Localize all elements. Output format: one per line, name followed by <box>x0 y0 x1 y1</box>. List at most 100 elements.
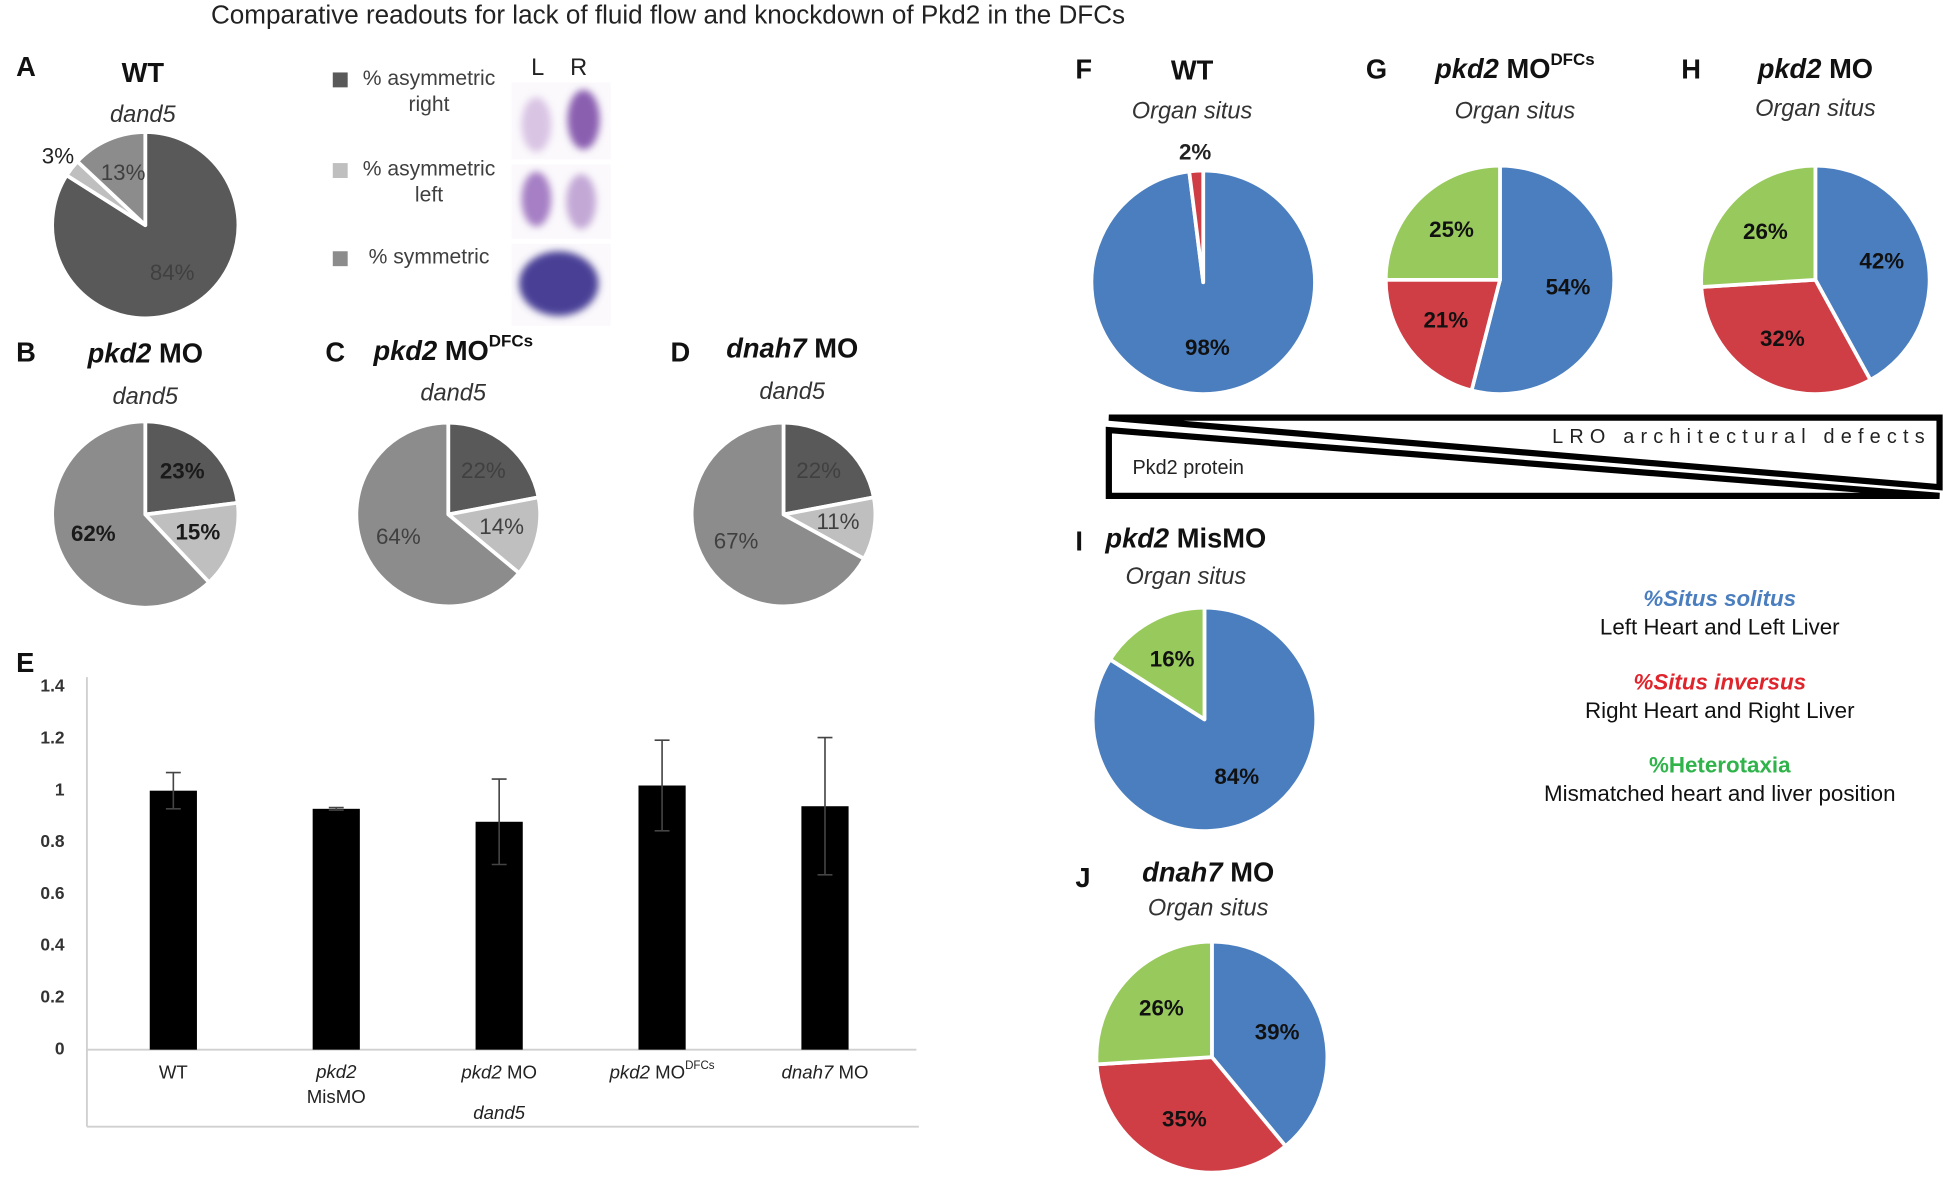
pie-slice <box>1210 939 1330 1148</box>
panel-letter: C <box>325 337 345 368</box>
pie-slice <box>1699 277 1873 396</box>
y-tick-label: 0.6 <box>40 883 64 903</box>
chart-title: pkd2 MisMO <box>1104 523 1266 554</box>
pie-slice <box>354 420 521 609</box>
plain-part: WT <box>1171 55 1214 86</box>
pie-slice <box>781 420 876 517</box>
chart-title: pkd2 MODFCs <box>372 332 533 366</box>
y-tick-label: 0.2 <box>40 986 64 1006</box>
data-label: 22% <box>796 458 841 483</box>
y-tick-label: 0.4 <box>40 935 64 955</box>
chart-subtitle: dand5 <box>759 378 825 404</box>
legend-description: Mismatched heart and liver position <box>1544 781 1895 806</box>
legend-label: % asymmetric right <box>362 66 496 116</box>
italic-part: pkd2 <box>609 1061 651 1082</box>
panel-letter: H <box>1681 53 1701 84</box>
y-tick-label: 1 <box>55 779 65 799</box>
legend-name: %Situs inversus <box>1633 669 1806 694</box>
plain-part: MO <box>159 338 203 369</box>
data-label: 39% <box>1255 1020 1300 1045</box>
bar <box>312 808 360 1050</box>
bar-frame <box>85 677 919 1128</box>
y-tick-label: 0 <box>55 1038 65 1058</box>
pie-slice <box>1383 163 1502 282</box>
legend-name: %Situs solitus <box>1643 586 1796 611</box>
chart-title: dnah7 MO <box>1142 857 1274 888</box>
italic-part: pkd2 <box>1757 53 1822 84</box>
data-label: 54% <box>1546 274 1591 299</box>
x-axis-label: dand5 <box>473 1102 525 1123</box>
chart-subtitle: Organ situs <box>1148 895 1269 921</box>
chart-subtitle: dand5 <box>420 379 486 405</box>
lro-diagram <box>1105 414 1943 499</box>
data-label: 2% <box>1179 139 1211 164</box>
data-label: 42% <box>1859 249 1904 274</box>
chart-title: WT <box>1171 55 1214 86</box>
data-label: 84% <box>150 260 195 285</box>
error-bar <box>491 778 507 866</box>
legend-label: % symmetric <box>368 245 490 269</box>
panel-letter: J <box>1075 862 1090 893</box>
pie-slice <box>1094 1055 1288 1175</box>
plain-part: MisMO <box>1177 523 1266 554</box>
chart-title: pkd2 MO <box>87 338 203 369</box>
chart-subtitle: dand5 <box>112 383 178 409</box>
chart-title: dnah7 MO <box>726 333 858 364</box>
x-tick-label: pkd2 MODFCs <box>609 1060 715 1082</box>
plain-part: MO <box>838 1061 868 1082</box>
data-label: 64% <box>376 524 421 549</box>
panel-letter: B <box>16 337 36 368</box>
pie-slice <box>1383 277 1502 393</box>
pie-slice <box>143 419 240 517</box>
italic-part: pkd2 <box>87 338 152 369</box>
pie-slice <box>446 495 542 575</box>
pie-slice <box>1108 605 1207 722</box>
italic-part: dnah7 <box>782 1061 834 1082</box>
italic-part: pkd2 <box>460 1061 502 1082</box>
chart-subtitle: Organ situs <box>1126 563 1247 589</box>
lro-label: Pkd2 protein <box>1132 457 1244 479</box>
plain-part: MO <box>655 1061 685 1082</box>
data-label: 13% <box>101 160 146 185</box>
image-label: L <box>531 54 544 80</box>
data-label: 22% <box>461 458 506 483</box>
plain-part: MO <box>1829 53 1873 84</box>
italic-part: pkd2 <box>1104 523 1169 554</box>
lro-label: LRO architectural defects <box>1552 426 1925 448</box>
plain-part: MO <box>814 333 858 364</box>
pie-slice <box>1813 163 1932 382</box>
panel-letter: D <box>671 337 691 368</box>
data-label: 98% <box>1185 335 1230 360</box>
figure-title: Comparative readouts for lack of fluid f… <box>211 0 1125 29</box>
bar <box>149 790 197 1050</box>
plain-part: MO <box>1506 53 1550 84</box>
legend-swatch <box>332 72 348 88</box>
chart-subtitle: Organ situs <box>1755 95 1876 121</box>
image-label: R <box>570 54 587 80</box>
data-label: 35% <box>1162 1107 1207 1132</box>
chart-subtitle: Organ situs <box>1132 97 1253 123</box>
pie-slice <box>689 420 866 609</box>
data-label: 62% <box>71 521 116 546</box>
y-tick-label: 0.8 <box>40 831 64 851</box>
italic-part: pkd2 <box>372 335 437 366</box>
x-tick-label: pkd2 <box>315 1061 357 1082</box>
data-label: 15% <box>175 519 220 544</box>
plain-part: MO <box>507 1061 537 1082</box>
pie-slice <box>1699 163 1818 289</box>
error-bar <box>654 739 670 832</box>
legend-item: % asymmetric right <box>362 66 496 116</box>
y-tick-label: 1.2 <box>40 727 64 747</box>
chart-title: WT <box>122 57 165 88</box>
x-tick-label: dnah7 MO <box>782 1061 869 1082</box>
data-label: 3% <box>42 143 74 168</box>
panel-letter: A <box>16 51 36 82</box>
plain-part: WT <box>122 57 165 88</box>
pie-slice <box>446 420 541 517</box>
legend-label: % asymmetric left <box>362 156 496 207</box>
data-label: 67% <box>714 528 759 553</box>
italic-part: dnah7 <box>1142 857 1224 888</box>
data-label: 26% <box>1743 219 1788 244</box>
